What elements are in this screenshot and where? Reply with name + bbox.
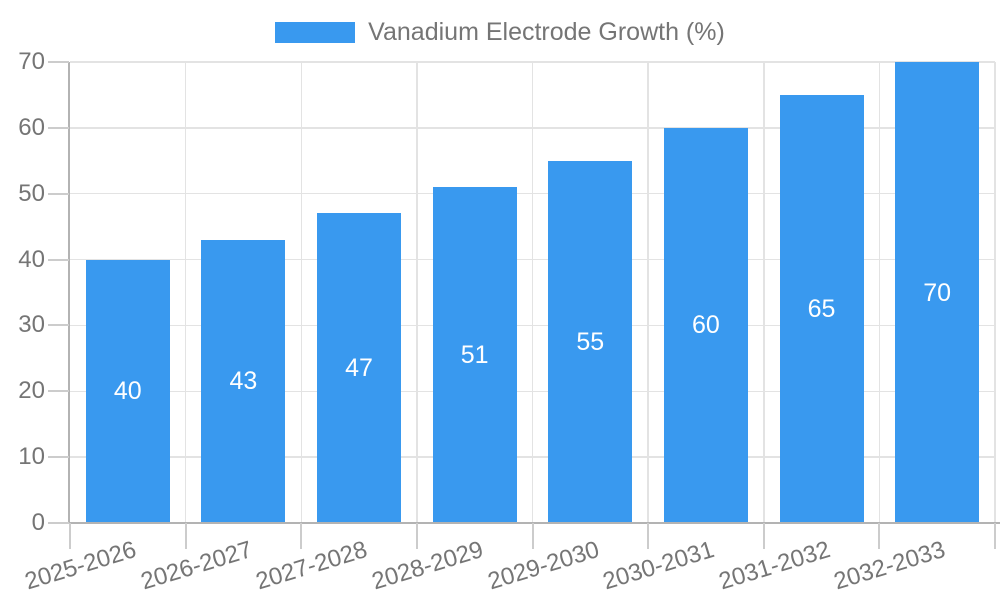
y-axis-tick-label: 0 xyxy=(31,509,45,536)
gridline-vertical xyxy=(763,62,765,523)
bar-value-label: 51 xyxy=(460,341,489,370)
y-axis-line xyxy=(68,62,70,524)
y-tick-mark xyxy=(48,522,69,524)
x-tick-mark xyxy=(531,523,534,549)
y-axis-tick-label: 60 xyxy=(18,113,45,141)
bar-value-label: 40 xyxy=(113,377,142,406)
y-tick-mark xyxy=(48,192,69,195)
y-tick-mark xyxy=(48,456,69,459)
x-axis-tick-label: 2032-2033 xyxy=(831,536,949,596)
y-tick-mark xyxy=(48,390,69,393)
x-tick-mark xyxy=(69,523,71,549)
y-axis-tick-label: 10 xyxy=(18,443,45,471)
bar: 70 xyxy=(895,62,980,523)
y-axis-tick-label: 50 xyxy=(18,179,45,207)
x-axis-tick-label: 2025-2026 xyxy=(21,536,140,596)
x-tick-mark xyxy=(762,523,765,549)
y-axis-tick-label: 30 xyxy=(18,311,45,339)
gridline-vertical xyxy=(878,62,881,523)
x-tick-mark xyxy=(647,523,650,549)
gridline-vertical xyxy=(647,62,649,523)
legend-label: Vanadium Electrode Growth (%) xyxy=(368,18,725,46)
legend-swatch xyxy=(275,22,356,43)
x-tick-mark xyxy=(184,523,187,549)
gridline-vertical xyxy=(300,62,302,523)
bar: 51 xyxy=(432,187,517,523)
gridline-vertical xyxy=(994,62,996,523)
gridline-vertical xyxy=(531,62,534,523)
x-axis-line xyxy=(68,522,1000,524)
bar-value-label: 47 xyxy=(345,354,373,383)
bar: 60 xyxy=(663,127,748,523)
x-axis-tick-label: 2026-2027 xyxy=(137,536,256,596)
x-axis-tick-label: 2029-2030 xyxy=(484,536,602,596)
x-tick-mark xyxy=(300,523,303,549)
y-tick-mark xyxy=(48,61,69,63)
bar: 55 xyxy=(548,160,633,523)
x-axis-tick-label: 2030-2031 xyxy=(599,536,718,596)
bar-value-label: 70 xyxy=(923,278,952,307)
y-axis-tick-label: 20 xyxy=(18,377,45,405)
y-tick-mark xyxy=(48,324,69,327)
y-axis-tick-label: 70 xyxy=(18,48,45,75)
x-axis-tick-label: 2027-2028 xyxy=(253,536,371,596)
plot-area: 40 43 47 51 55 60 65 70 xyxy=(70,61,996,523)
chart-legend: Vanadium Electrode Growth (%) xyxy=(0,18,1000,46)
y-tick-mark xyxy=(48,258,69,261)
y-tick-mark xyxy=(48,126,69,129)
bar: 43 xyxy=(201,239,286,523)
bar: 40 xyxy=(85,259,170,523)
bar: 65 xyxy=(779,94,864,523)
x-tick-mark xyxy=(878,523,881,549)
x-axis-tick-label: 2031-2032 xyxy=(715,536,834,596)
x-tick-mark xyxy=(994,523,996,549)
x-tick-mark xyxy=(415,523,418,549)
bar-value-label: 65 xyxy=(807,294,836,323)
gridline-vertical xyxy=(184,62,187,523)
x-axis-tick-label: 2028-2029 xyxy=(368,536,487,596)
y-axis-tick-label: 40 xyxy=(18,245,45,273)
bar-value-label: 43 xyxy=(229,367,258,396)
bar-value-label: 55 xyxy=(576,327,605,356)
gridline-vertical xyxy=(416,62,418,523)
bar: 47 xyxy=(317,213,402,523)
bar-value-label: 60 xyxy=(692,311,720,340)
